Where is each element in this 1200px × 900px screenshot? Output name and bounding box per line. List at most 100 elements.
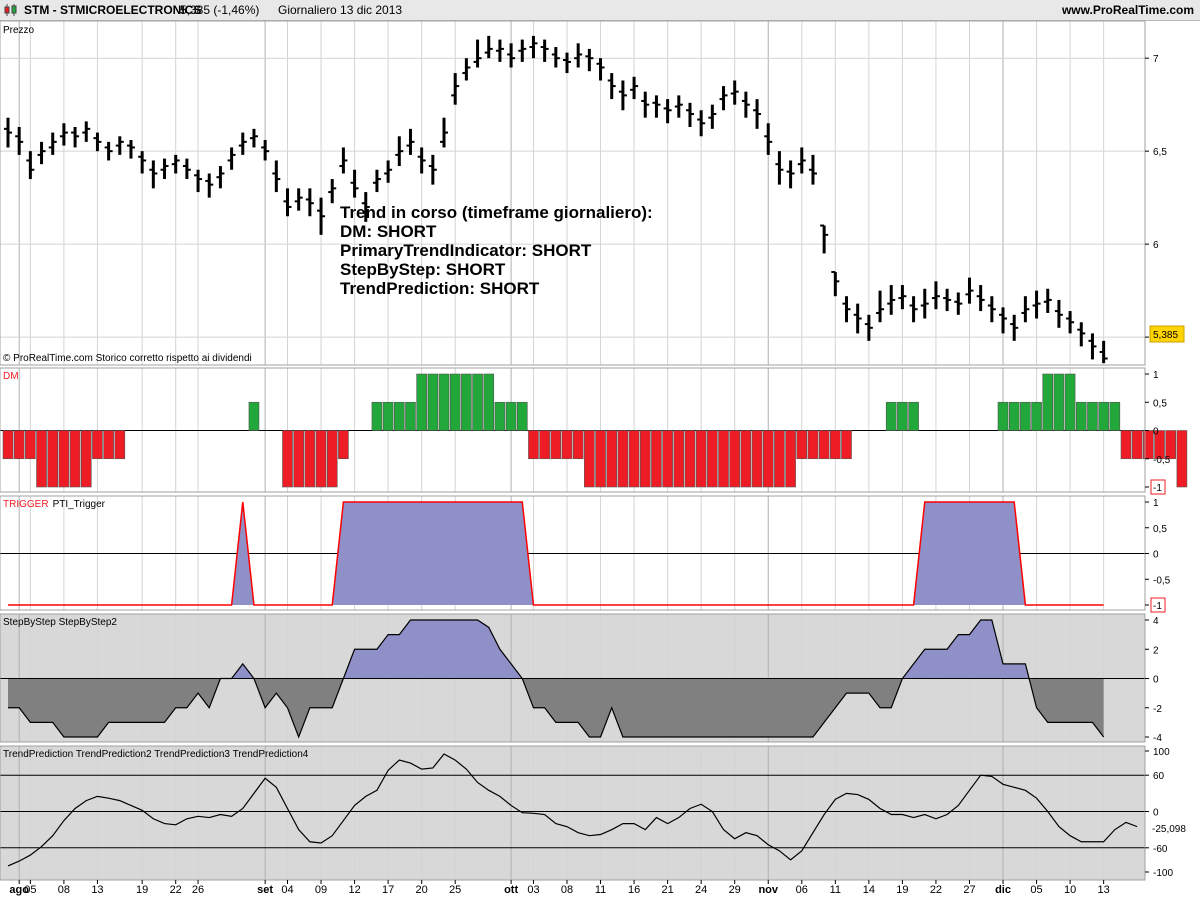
ohlc-bar [1054,299,1063,328]
ohlc-bar [820,224,829,254]
dm-bar [461,373,472,431]
x-tick-label: 17 [382,884,394,896]
dm-bar [1031,401,1042,431]
dm-bar [740,430,752,488]
y-tick-label: 6,5 [1153,147,1167,158]
y-tick-label: 4 [1153,616,1159,627]
ohlc-bar [518,39,527,62]
ohlc-bar [149,160,158,189]
dm-bar [114,430,126,460]
dm-bar [1176,430,1188,488]
copyright-note: © ProRealTime.com Storico corretto rispe… [3,353,252,364]
y-tick-label: -60 [1153,844,1168,855]
ohlc-bar [987,296,996,323]
dm-bar [13,430,25,460]
ohlc-bar [37,141,46,165]
ohlc-bar [585,48,594,72]
dm-bar [80,430,92,488]
y-tick-label: -100 [1153,868,1173,879]
ohlc-bar [697,110,706,137]
dm-bar [1064,373,1076,431]
trigger-label-2: PTI_Trigger [53,499,106,510]
dm-bar [695,430,707,488]
ohlc-bar [775,151,784,185]
dm-bar [293,430,304,488]
ohlc-bar [976,285,985,312]
ohlc-bar [227,147,236,170]
grid-lines [0,21,1145,880]
ohlc-bar [1088,333,1097,360]
x-tick-label: 05 [24,884,36,896]
site-link[interactable]: www.ProRealTime.com [1061,3,1194,17]
dm-bar [248,401,260,431]
dm-bar [36,430,47,488]
x-tick-label: nov [758,884,778,896]
x-tick-label: set [257,884,273,896]
ohlc-bar [563,52,571,74]
ohlc-bar [551,47,560,68]
last-price-badge: 5,385 [1149,325,1185,343]
tp-last-badge: -25,098 [1152,824,1186,835]
dm-bar [539,430,550,460]
ohlc-bar [305,188,314,217]
dm-bar [818,430,830,460]
dm-bar [1098,401,1109,431]
last-price-text: 5,385 [1153,330,1178,341]
ohlc-bar [160,158,169,180]
y-tick-label: 1 [1153,498,1159,509]
x-tick-label: 14 [863,884,875,896]
x-tick-label: 25 [449,884,461,896]
ohlc-bar [294,188,303,211]
dm-bar [707,430,718,488]
ohlc-bar [205,173,214,198]
ohlc-bar [417,147,426,174]
dm-bar [25,430,36,460]
dm-bar [1053,373,1065,431]
annotation-line-1: Trend in corso (timeframe giornaliero): [340,203,653,222]
x-tick-label: 20 [416,884,428,896]
dm-bar [494,401,506,431]
x-tick-label: 03 [527,884,539,896]
x-tick-label: 19 [136,884,148,896]
ohlc-bar [618,80,627,111]
x-tick-label: 22 [170,884,182,896]
dm-bar [639,430,651,488]
x-tick-label: 08 [58,884,70,896]
ohlc-bar [59,123,68,146]
ohlc-bar [764,123,773,155]
ohlc-bar [674,95,683,118]
ohlc-bar [406,128,415,155]
candlestick-icon [4,4,17,16]
x-tick-label: 13 [91,884,103,896]
dm-bar [103,430,114,460]
ohlc-bar [484,35,493,59]
dm-bar [1087,401,1098,431]
ohlc-bar [831,271,840,297]
dm-bar [885,401,897,431]
ohlc-bar [272,160,281,193]
ohlc-bar [473,39,482,68]
ohlc-bar [384,160,393,183]
ohlc-bar [630,76,639,100]
ohlc-bar [339,147,348,174]
x-tick-label: 12 [348,884,360,896]
ohlc-bar [965,277,974,304]
ohlc-bar [954,292,963,315]
ohlc-bar [641,91,650,118]
trigger-line [8,501,1104,606]
dm-bar [830,430,841,460]
y-tick-label: 0 [1153,675,1159,686]
ohlc-bar [1010,314,1019,341]
ohlc-bar [194,169,203,193]
y-tick-label: -4 [1153,733,1162,744]
ohlc-bar [507,43,516,68]
ohlc-bar [93,132,102,152]
y-tick-label: 0,5 [1153,524,1167,535]
dm-bar [628,430,640,488]
dm-bar [505,401,517,431]
dm-panel-label: DM [3,371,19,382]
y-tick-label: -1 [1153,483,1162,494]
ohlc-bar [786,160,795,189]
ohlc-bar [317,197,326,235]
